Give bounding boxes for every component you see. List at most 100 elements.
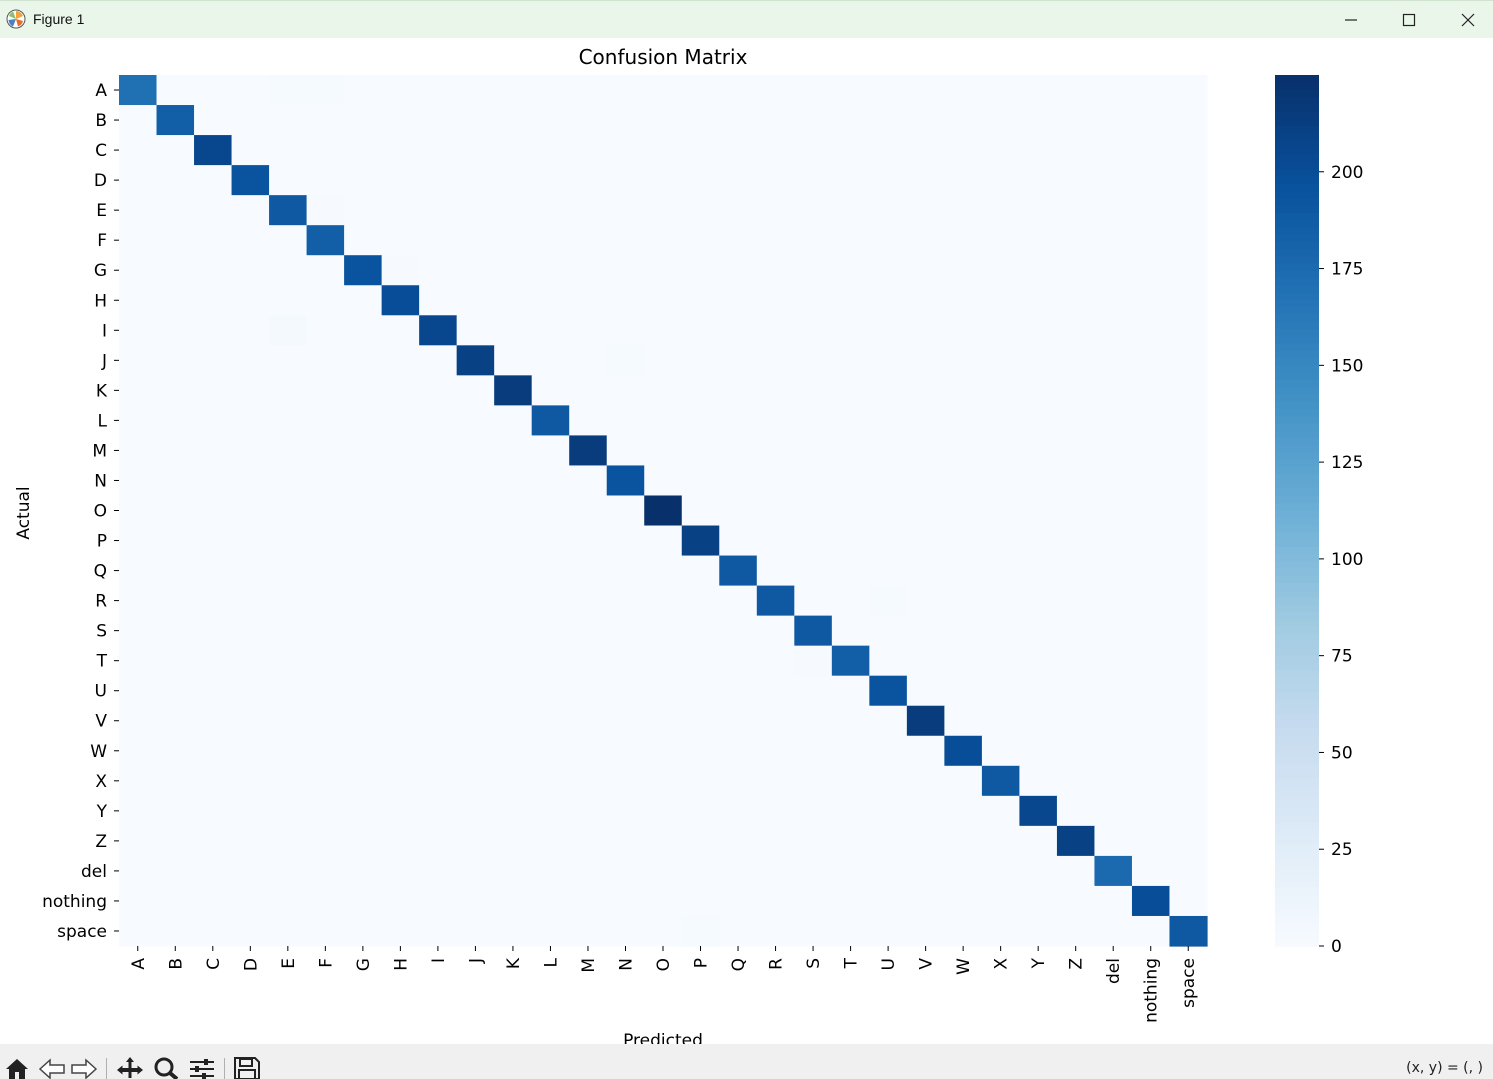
heatmap-cell	[531, 435, 570, 467]
heatmap-cell	[269, 255, 308, 286]
x-tick-label: H	[391, 958, 411, 971]
heatmap-cell	[156, 885, 195, 917]
y-tick-label: space	[57, 922, 107, 942]
forward-arrow-icon[interactable]	[70, 1056, 98, 1079]
heatmap-cell	[419, 315, 458, 346]
heatmap-cell	[1056, 885, 1096, 917]
heatmap-cell	[381, 165, 420, 196]
heatmap-cell	[194, 555, 233, 587]
heatmap-cell	[794, 675, 833, 707]
heatmap-cell	[719, 495, 758, 527]
colorbar-segment	[1275, 459, 1319, 468]
heatmap-cell	[681, 345, 720, 376]
heatmap-cell	[756, 105, 795, 136]
heatmap-cell	[981, 225, 1021, 256]
y-tick-label: P	[97, 532, 107, 552]
heatmap-cell	[269, 495, 308, 527]
heatmap-cell	[1169, 615, 1208, 647]
heatmap-cell	[231, 255, 270, 286]
maximize-button[interactable]	[1386, 5, 1432, 35]
heatmap-cell	[981, 615, 1021, 647]
colorbar-segment	[1275, 82, 1319, 91]
colorbar-segment	[1275, 227, 1319, 236]
colorbar-segment	[1275, 677, 1319, 686]
heatmap-cell	[719, 705, 758, 737]
y-tick-label: H	[94, 291, 107, 311]
heatmap-cell	[944, 465, 983, 497]
y-tick-label: K	[96, 381, 108, 401]
heatmap-cell	[194, 735, 233, 767]
minimize-button[interactable]	[1328, 5, 1374, 35]
heatmap-cell	[644, 585, 683, 617]
heatmap-cell	[306, 525, 345, 557]
heatmap-cell	[644, 285, 683, 316]
heatmap-cell	[156, 585, 195, 617]
heatmap-cell	[494, 255, 533, 286]
heatmap-cell	[194, 315, 233, 346]
save-icon[interactable]	[233, 1056, 261, 1079]
heatmap-cell	[944, 795, 983, 827]
colorbar-segment	[1275, 648, 1319, 657]
heatmap-cell	[644, 135, 683, 166]
home-icon[interactable]	[4, 1056, 30, 1079]
heatmap-cell	[119, 555, 158, 587]
heatmap-cell	[306, 765, 345, 797]
heatmap-cell	[1056, 555, 1096, 587]
colorbar-segment	[1275, 278, 1319, 287]
heatmap-cell	[1019, 435, 1058, 467]
colorbar-segment	[1275, 532, 1319, 541]
colorbar-segment	[1275, 430, 1319, 439]
heatmap-cell	[119, 255, 158, 286]
colorbar-segment	[1275, 873, 1319, 882]
heatmap-cell	[494, 405, 533, 437]
y-tick-label: A	[95, 81, 107, 101]
heatmap-cell	[1056, 405, 1096, 437]
colorbar-segment	[1275, 133, 1319, 141]
heatmap-cell	[831, 435, 870, 467]
heatmap-cell	[906, 645, 945, 677]
heatmap-cell	[1169, 375, 1208, 406]
back-arrow-icon[interactable]	[38, 1056, 66, 1079]
heatmap-cell	[719, 615, 758, 647]
heatmap-cell	[531, 495, 570, 527]
heatmap-cell	[981, 375, 1021, 406]
heatmap-cell	[119, 405, 158, 437]
heatmap-cell	[531, 885, 570, 917]
cursor-coordinates: (x, y) = (, )	[1406, 1060, 1483, 1076]
heatmap-cell	[644, 885, 683, 917]
heatmap-cell	[944, 675, 983, 707]
pan-icon[interactable]	[116, 1056, 144, 1079]
heatmap-cell	[531, 735, 570, 767]
heatmap-cell	[906, 75, 945, 106]
heatmap-cell	[494, 195, 533, 226]
heatmap-cell	[794, 795, 833, 827]
heatmap-cell	[269, 855, 308, 887]
heatmap-cell	[194, 255, 233, 286]
heatmap-cell	[494, 555, 533, 587]
heatmap-cell	[719, 285, 758, 316]
heatmap-cell	[1094, 375, 1133, 406]
heatmap-cell	[719, 795, 758, 827]
heatmap-cell	[1131, 285, 1171, 316]
chart-title: Confusion Matrix	[579, 45, 748, 69]
zoom-icon[interactable]	[152, 1056, 180, 1079]
heatmap-cell	[456, 135, 495, 166]
heatmap-cell	[306, 105, 345, 136]
heatmap-cell	[756, 135, 795, 166]
heatmap-cell	[644, 795, 683, 827]
colorbar-segment	[1275, 437, 1319, 446]
heatmap-cell	[906, 705, 945, 737]
heatmap-cell	[944, 75, 983, 106]
heatmap-cell	[269, 915, 308, 947]
heatmap-cell	[194, 375, 233, 406]
close-button[interactable]	[1445, 5, 1491, 35]
heatmap-cell	[831, 765, 870, 797]
configure-subplots-icon[interactable]	[188, 1056, 216, 1079]
heatmap-cell	[119, 465, 158, 497]
heatmap-cell	[456, 225, 495, 256]
heatmap-cell	[756, 795, 795, 827]
colorbar-segment	[1275, 626, 1319, 635]
heatmap-cell	[906, 915, 945, 947]
heatmap-cell	[1169, 345, 1208, 376]
